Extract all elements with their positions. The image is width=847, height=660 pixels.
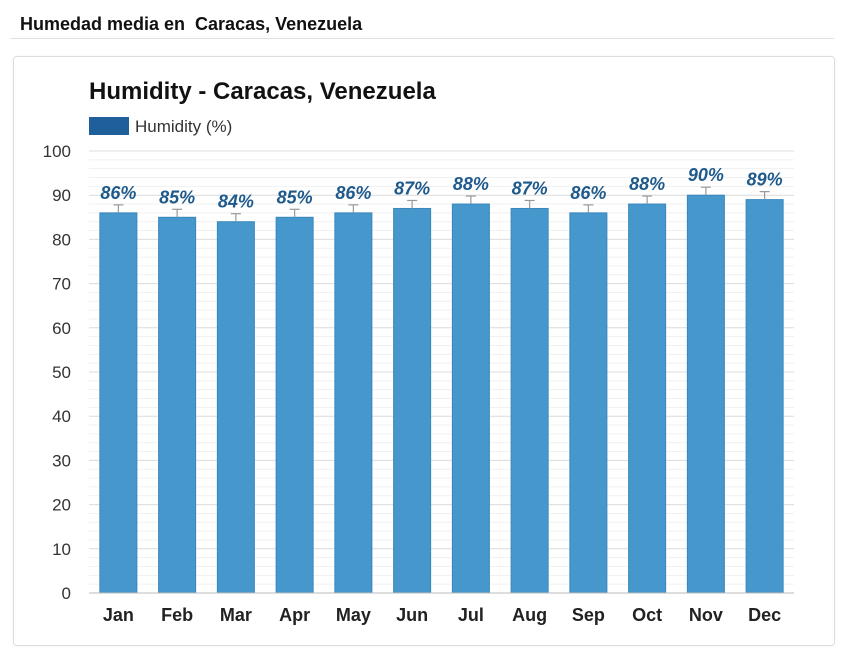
page-heading: Humedad media en Caracas, Venezuela: [20, 14, 363, 34]
bar-mar[interactable]: [216, 221, 255, 594]
bar-jun[interactable]: [393, 207, 432, 594]
bar-jul[interactable]: [451, 203, 490, 594]
y-tick-label: 10: [52, 540, 71, 559]
y-tick-label: 90: [52, 186, 71, 205]
chart-card: Humidity - Caracas, Venezuela Humidity (…: [13, 56, 835, 646]
x-tick-label-jul: Jul: [458, 605, 484, 625]
x-tick-label-apr: Apr: [279, 605, 310, 625]
bar-may[interactable]: [334, 212, 373, 594]
bar-layer: [99, 186, 784, 594]
label-layer: 86% 85% 84% 85% 86% 87% 88% 87% 86% 88% 90% 89%: [100, 165, 782, 212]
data-label-oct: 88%: [629, 174, 665, 194]
data-label-feb: 85%: [159, 187, 195, 207]
y-tick-label: 60: [52, 319, 71, 338]
x-tick-label-feb: Feb: [161, 605, 193, 625]
y-tick-label: 70: [52, 275, 71, 294]
data-label-may: 86%: [335, 183, 371, 203]
bar-oct[interactable]: [628, 203, 667, 594]
bar-dec[interactable]: [745, 199, 784, 594]
x-tick-label-may: May: [336, 605, 371, 625]
data-label-jul: 88%: [453, 174, 489, 194]
y-tick-label: 20: [52, 496, 71, 515]
y-tick-label: 100: [43, 142, 71, 161]
bar-nov[interactable]: [686, 194, 725, 594]
bar-feb[interactable]: [158, 216, 197, 594]
data-label-dec: 89%: [747, 170, 783, 190]
bar-sep[interactable]: [569, 212, 608, 594]
legend-label[interactable]: Humidity (%): [135, 117, 232, 136]
x-tick-label-sep: Sep: [572, 605, 605, 625]
y-tick-label: 40: [52, 407, 71, 426]
x-tick-label-jan: Jan: [103, 605, 134, 625]
chart-title: Humidity - Caracas, Venezuela: [89, 78, 436, 105]
bar-aug[interactable]: [510, 207, 549, 594]
data-label-sep: 86%: [570, 183, 606, 203]
x-tick-label-aug: Aug: [512, 605, 547, 625]
humidity-chart: Humidity - Caracas, Venezuela Humidity (…: [43, 78, 794, 625]
bar-apr[interactable]: [275, 216, 314, 594]
y-tick-label: 30: [52, 451, 71, 470]
x-tick-label-oct: Oct: [632, 605, 662, 625]
x-tick-label-mar: Mar: [220, 605, 252, 625]
heading-divider: [10, 38, 834, 39]
y-tick-label: 0: [62, 584, 71, 603]
y-tick-label: 50: [52, 363, 71, 382]
x-tick-label-nov: Nov: [689, 605, 723, 625]
axis-layer: 0 10 20 30 40 50 60 70 80 90 100 Jan Feb Mar Apr May Jun…: [43, 142, 794, 625]
x-tick-label-dec: Dec: [748, 605, 781, 625]
x-tick-label-jun: Jun: [396, 605, 428, 625]
data-label-nov: 90%: [688, 165, 724, 185]
data-label-jun: 87%: [394, 178, 430, 198]
data-label-mar: 84%: [218, 192, 254, 212]
y-tick-label: 80: [52, 230, 71, 249]
grid-layer: [89, 150, 794, 594]
bar-jan[interactable]: [99, 212, 138, 594]
data-label-aug: 87%: [512, 178, 548, 198]
data-label-jan: 86%: [100, 183, 136, 203]
data-label-apr: 85%: [277, 187, 313, 207]
legend-swatch[interactable]: [89, 117, 129, 135]
